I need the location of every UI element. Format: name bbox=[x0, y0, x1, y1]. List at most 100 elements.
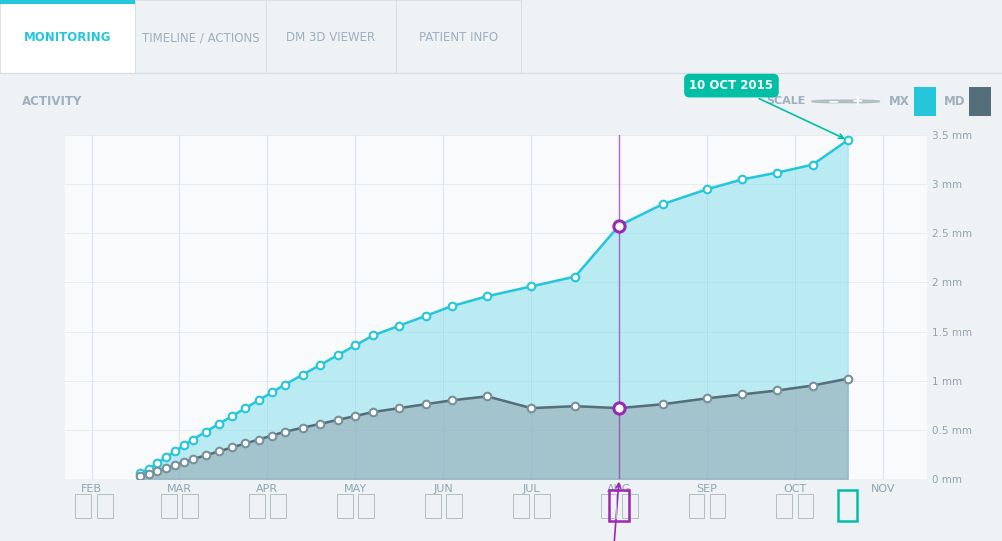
Point bbox=[444, 396, 460, 405]
Point bbox=[805, 160, 821, 169]
Bar bbox=[97, 493, 112, 518]
Point bbox=[224, 443, 240, 452]
Bar bbox=[914, 87, 936, 116]
Point bbox=[391, 404, 407, 412]
Point bbox=[140, 470, 156, 478]
Bar bbox=[777, 493, 793, 518]
Bar bbox=[425, 493, 441, 518]
Point bbox=[224, 412, 240, 420]
Point bbox=[611, 221, 627, 230]
Point bbox=[140, 465, 156, 473]
Point bbox=[523, 404, 539, 412]
Point bbox=[699, 185, 715, 194]
Text: SCALE: SCALE bbox=[767, 96, 806, 107]
Point bbox=[250, 435, 267, 444]
Point bbox=[295, 371, 311, 379]
Circle shape bbox=[836, 100, 880, 103]
Point bbox=[132, 472, 148, 480]
Bar bbox=[798, 493, 814, 518]
Point bbox=[770, 168, 786, 177]
Point bbox=[132, 469, 148, 477]
Bar bbox=[248, 493, 265, 518]
Point bbox=[348, 412, 364, 420]
Bar bbox=[600, 493, 616, 518]
Point bbox=[167, 461, 183, 470]
Bar bbox=[513, 493, 528, 518]
Point bbox=[444, 302, 460, 311]
Point bbox=[175, 458, 191, 466]
Bar bbox=[446, 493, 462, 518]
Point bbox=[250, 396, 267, 405]
Bar bbox=[534, 493, 550, 518]
Bar bbox=[135, 0, 266, 73]
Point bbox=[312, 419, 328, 428]
Text: MX: MX bbox=[889, 95, 910, 108]
Bar bbox=[709, 493, 725, 518]
Point bbox=[734, 175, 750, 184]
Point bbox=[158, 464, 174, 472]
Bar bbox=[75, 493, 90, 518]
Point bbox=[149, 466, 165, 475]
Point bbox=[805, 381, 821, 390]
Text: PATIENT INFO: PATIENT INFO bbox=[419, 31, 498, 44]
Bar bbox=[358, 493, 374, 518]
Point bbox=[197, 427, 213, 436]
Text: MONITORING: MONITORING bbox=[24, 31, 111, 44]
Point bbox=[611, 404, 627, 412]
Point bbox=[611, 404, 627, 412]
Point bbox=[523, 282, 539, 291]
Point bbox=[418, 312, 434, 320]
Point bbox=[184, 455, 200, 464]
Point bbox=[770, 386, 786, 395]
Point bbox=[365, 331, 381, 340]
Point bbox=[264, 388, 280, 397]
Point bbox=[655, 400, 671, 408]
Bar bbox=[969, 87, 991, 116]
Point bbox=[479, 292, 495, 301]
Point bbox=[211, 447, 227, 456]
Text: 4 AUG 2015: 4 AUG 2015 bbox=[571, 484, 648, 541]
Point bbox=[184, 435, 200, 444]
Point bbox=[264, 431, 280, 440]
Bar bbox=[0, 0, 135, 73]
Text: 10 OCT 2015: 10 OCT 2015 bbox=[689, 79, 844, 138]
Bar bbox=[621, 493, 637, 518]
Point bbox=[237, 439, 254, 448]
Point bbox=[197, 451, 213, 459]
Text: TIMELINE / ACTIONS: TIMELINE / ACTIONS bbox=[141, 31, 260, 44]
Point bbox=[211, 419, 227, 428]
Point bbox=[348, 341, 364, 349]
Point bbox=[295, 424, 311, 432]
Point bbox=[699, 394, 715, 403]
Bar bbox=[688, 493, 704, 518]
Bar bbox=[609, 490, 629, 522]
Point bbox=[611, 221, 627, 230]
Point bbox=[391, 321, 407, 330]
Bar bbox=[161, 493, 176, 518]
Point bbox=[840, 136, 856, 144]
Point bbox=[237, 404, 254, 412]
Text: +: + bbox=[852, 95, 864, 108]
Point bbox=[479, 392, 495, 401]
Point bbox=[330, 415, 346, 424]
Bar bbox=[270, 493, 286, 518]
Point bbox=[149, 459, 165, 467]
Point bbox=[167, 447, 183, 456]
Bar bbox=[396, 0, 521, 73]
Point bbox=[567, 272, 583, 281]
Point bbox=[655, 200, 671, 208]
Circle shape bbox=[812, 100, 856, 103]
Point bbox=[312, 361, 328, 370]
Bar bbox=[838, 490, 858, 522]
Point bbox=[734, 390, 750, 399]
Point bbox=[175, 441, 191, 450]
Text: ACTIVITY: ACTIVITY bbox=[22, 95, 82, 108]
Point bbox=[330, 351, 346, 359]
Bar bbox=[266, 0, 396, 73]
Point bbox=[365, 408, 381, 417]
Point bbox=[277, 380, 293, 389]
Point bbox=[418, 400, 434, 408]
Point bbox=[158, 453, 174, 461]
Point bbox=[840, 374, 856, 383]
Bar bbox=[337, 493, 353, 518]
